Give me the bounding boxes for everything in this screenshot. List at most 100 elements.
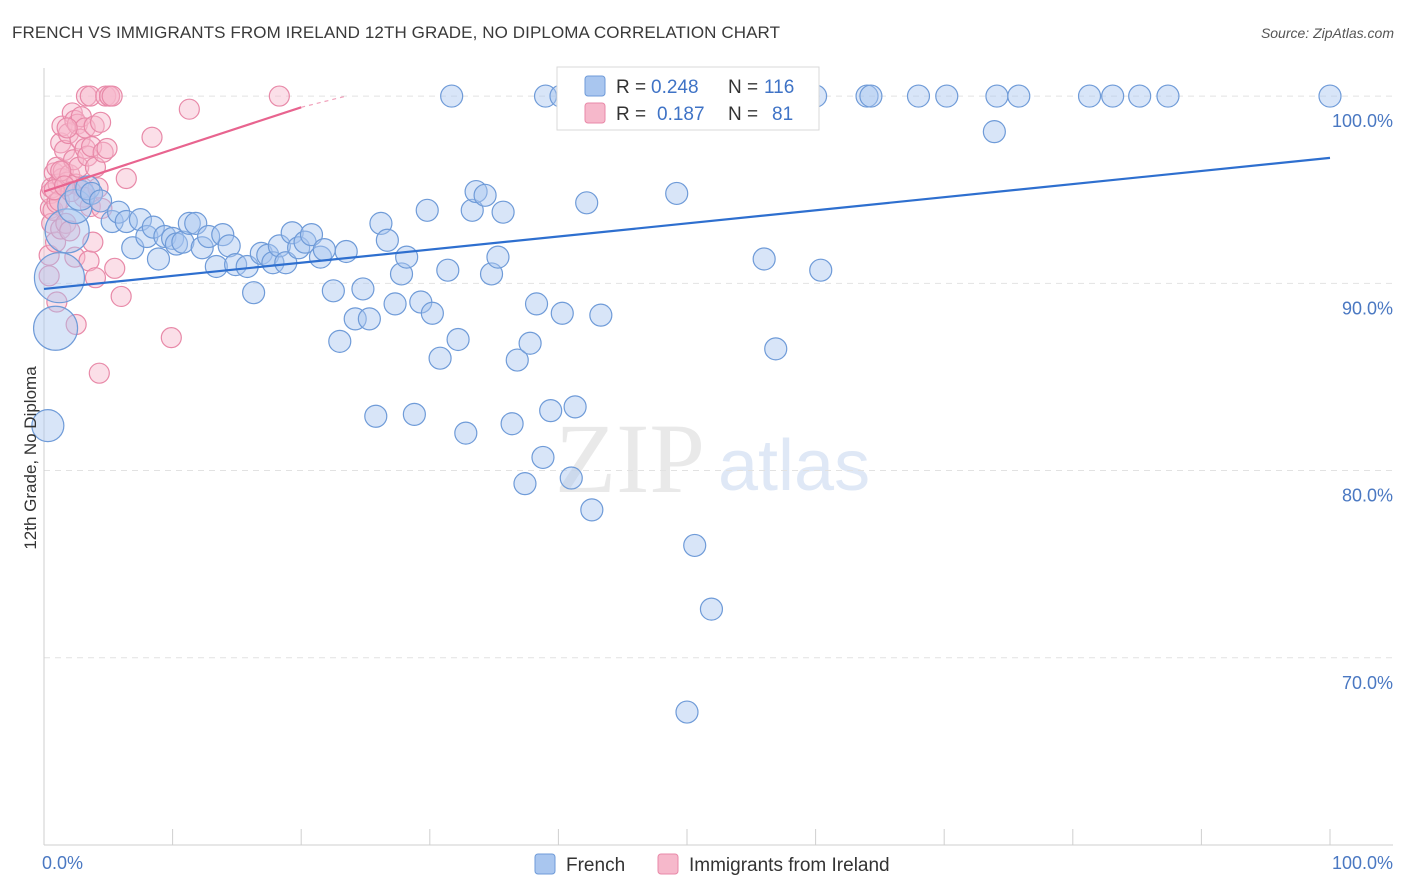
data-point — [383, 292, 407, 316]
data-point — [88, 362, 110, 384]
data-point — [935, 84, 959, 108]
legend-ireland-n-value: 81 — [772, 104, 793, 125]
data-point — [121, 236, 145, 260]
data-point — [171, 230, 195, 254]
data-point — [1156, 84, 1180, 108]
data-point — [308, 245, 333, 269]
y-tick-label: 90.0% — [1342, 298, 1393, 318]
y-tick-label: 70.0% — [1342, 673, 1393, 693]
data-point — [190, 236, 214, 260]
data-point — [859, 84, 883, 108]
data-point — [539, 399, 563, 423]
data-point — [68, 156, 90, 178]
data-point — [299, 223, 324, 247]
data-point — [178, 98, 200, 120]
data-point — [268, 85, 290, 107]
data-point — [110, 285, 132, 308]
data-point — [106, 200, 131, 224]
bottom-legend-swatch-french — [534, 853, 556, 875]
legend-ireland-r-label: R = — [616, 104, 646, 125]
data-point — [79, 181, 104, 206]
data-point — [675, 700, 699, 724]
bottom-legend: French Immigrants from Ireland — [534, 853, 890, 876]
ireland-trend-line-extension — [301, 95, 347, 108]
data-point — [1101, 84, 1125, 108]
data-point — [665, 181, 689, 206]
data-point — [440, 84, 464, 108]
data-point — [531, 445, 555, 470]
data-point — [1007, 84, 1031, 108]
legend-swatch-ireland — [584, 102, 606, 124]
axes — [43, 68, 1393, 846]
data-point — [321, 279, 345, 303]
data-point — [92, 141, 114, 163]
data-point — [217, 234, 241, 258]
data-point — [683, 533, 707, 558]
data-point — [1318, 84, 1342, 108]
data-point — [436, 258, 460, 282]
data-point — [454, 421, 478, 445]
data-point — [79, 85, 101, 107]
data-point — [59, 220, 81, 242]
data-point — [985, 84, 1009, 108]
y-axis-label: 12th Grade, No Diploma — [21, 366, 40, 550]
data-point — [550, 301, 574, 325]
data-point — [1128, 84, 1152, 108]
watermark: ZIP atlas — [555, 403, 870, 514]
data-point — [1077, 84, 1102, 108]
data-point — [57, 188, 93, 225]
data-point — [64, 246, 86, 268]
data-point — [211, 223, 235, 247]
chart-source: Source: ZipAtlas.com — [1260, 25, 1394, 41]
data-point — [420, 301, 444, 325]
data-point — [153, 224, 177, 249]
data-point — [101, 85, 123, 107]
data-point — [242, 281, 266, 305]
legend-ireland-n-label: N = — [728, 104, 758, 125]
bottom-legend-french: French — [566, 855, 625, 876]
data-point — [357, 307, 381, 331]
legend-french-r-label: R = — [616, 77, 646, 98]
legend-french-n-label: N = — [728, 77, 758, 98]
data-point — [809, 258, 833, 282]
data-point — [375, 228, 399, 252]
data-point — [75, 175, 101, 201]
data-point — [160, 327, 182, 349]
data-point — [491, 200, 515, 224]
data-point — [364, 404, 388, 428]
data-point — [44, 231, 67, 253]
data-point — [699, 597, 724, 621]
data-point — [580, 498, 604, 522]
watermark-atlas: atlas — [718, 426, 870, 506]
data-point — [513, 472, 537, 496]
data-point — [141, 215, 165, 239]
data-point — [524, 292, 549, 316]
x-tick-label-max: 100.0% — [1332, 853, 1393, 873]
grid-lines: 70.0% 80.0% 90.0% 100.0% — [44, 95, 1393, 693]
trend-lines — [43, 95, 1331, 291]
data-point — [982, 120, 1006, 144]
watermark-zip: ZIP — [555, 403, 705, 514]
data-point — [32, 305, 79, 351]
data-point — [500, 412, 524, 436]
data-point — [402, 402, 426, 426]
bottom-legend-ireland: Immigrants from Ireland — [689, 855, 890, 876]
data-point — [906, 84, 931, 108]
data-point — [563, 395, 587, 419]
data-point — [31, 409, 65, 443]
data-point — [89, 111, 112, 133]
data-point — [33, 252, 86, 304]
data-point — [505, 348, 529, 372]
chart-title: FRENCH VS IMMIGRANTS FROM IRELAND 12TH G… — [12, 23, 781, 42]
data-point — [460, 198, 484, 222]
legend-french-r-value: 0.248 — [651, 77, 699, 98]
data-point — [559, 466, 583, 490]
legend-swatch-french — [584, 75, 606, 97]
ireland-trend-line — [43, 106, 302, 193]
data-point — [83, 115, 105, 137]
data-point — [473, 183, 497, 207]
y-tick-label: 80.0% — [1342, 486, 1393, 506]
data-point — [328, 329, 352, 353]
data-point — [115, 167, 137, 190]
